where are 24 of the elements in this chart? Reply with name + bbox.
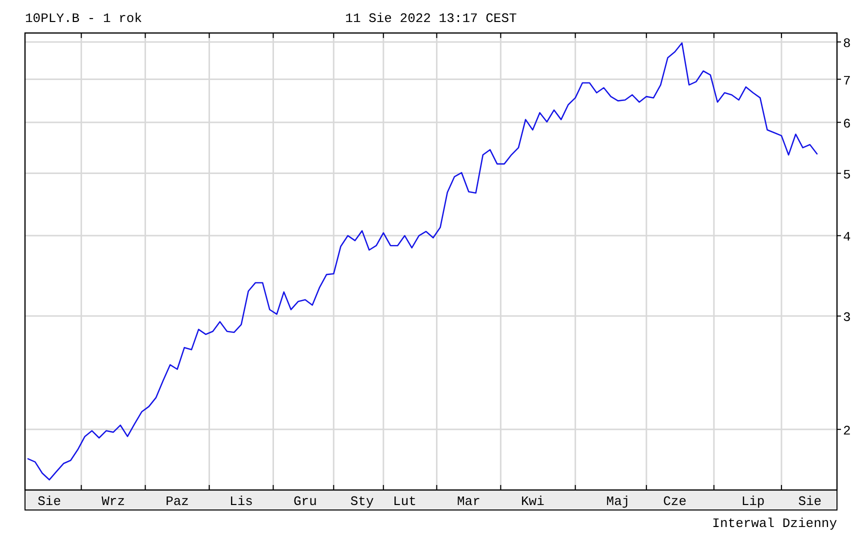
chart-title: 10PLY.B - 1 rok (25, 11, 142, 26)
y-tick-label: 7 (843, 73, 851, 88)
y-tick-label: 5 (843, 167, 851, 182)
x-tick-label: Kwi (520, 494, 545, 509)
x-tick-label: Sie (798, 494, 822, 509)
x-tick-label: Cze (663, 494, 687, 509)
x-tick-label: Sie (38, 494, 62, 509)
x-tick-label: Lip (741, 494, 765, 509)
x-tick-label: Paz (166, 494, 189, 509)
x-tick-label: Wrz (102, 494, 125, 509)
x-tick-label: Sty (350, 494, 374, 509)
x-tick-label: Maj (606, 494, 630, 509)
y-tick-label: 4 (843, 230, 851, 245)
text: Interwal Dzienny (712, 516, 838, 531)
x-tick-label: Mar (457, 494, 480, 509)
line-series (27, 42, 818, 480)
y-tick-label: 6 (843, 116, 851, 132)
y-tick-label: 8 (843, 36, 851, 51)
text: 11 Sie 2022 13:17 CEST (345, 11, 518, 26)
x-tick-label: Gru (294, 494, 317, 509)
y-tick-label: 2 (843, 423, 851, 438)
x-tick-label: Lut (393, 494, 416, 509)
x-tick-label: Lis (230, 494, 253, 509)
y-tick-label: 3 (843, 310, 851, 326)
